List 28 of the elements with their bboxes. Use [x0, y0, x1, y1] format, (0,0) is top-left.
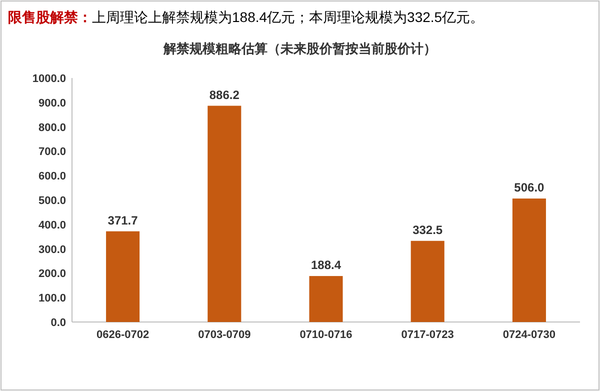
y-tick-label: 900.0: [38, 97, 66, 110]
x-tick-label: 0717-0723: [401, 329, 454, 341]
y-tick-label: 0.0: [50, 317, 66, 329]
data-label: 371.7: [108, 213, 138, 228]
y-tick-label: 1000.0: [32, 73, 66, 85]
y-tick-label: 200.0: [38, 268, 66, 280]
y-tick-label: 600.0: [38, 170, 66, 183]
bar: [512, 198, 546, 322]
x-tick-label: 0710-0716: [300, 329, 352, 341]
y-tick-label: 100.0: [38, 292, 66, 305]
x-tick-label: 0724-0730: [502, 329, 556, 341]
data-label: 886.2: [209, 88, 240, 102]
y-tick-label: 400.0: [38, 219, 66, 232]
bar: [208, 106, 242, 322]
y-tick-label: 700.0: [38, 146, 66, 158]
y-tick-label: 500.0: [38, 195, 66, 207]
x-tick-label: 0703-0709: [198, 329, 251, 341]
chart-title: 限售股解禁：上周理论上解禁规模为188.4亿元；本周理论规模为332.5亿元。: [8, 9, 484, 25]
data-label: 332.5: [412, 222, 443, 237]
bar: [309, 276, 343, 322]
bar: [410, 240, 444, 322]
y-tick-label: 300.0: [38, 244, 66, 256]
chart-subtitle: 解禁规模粗略估算（未来股价暂按当前股价计）: [162, 41, 436, 56]
data-label: 506.0: [514, 180, 545, 195]
data-label: 188.4: [310, 258, 342, 272]
y-tick-label: 800.0: [38, 122, 66, 134]
bar: [106, 231, 140, 322]
x-tick-label: 0626-0702: [96, 329, 150, 341]
